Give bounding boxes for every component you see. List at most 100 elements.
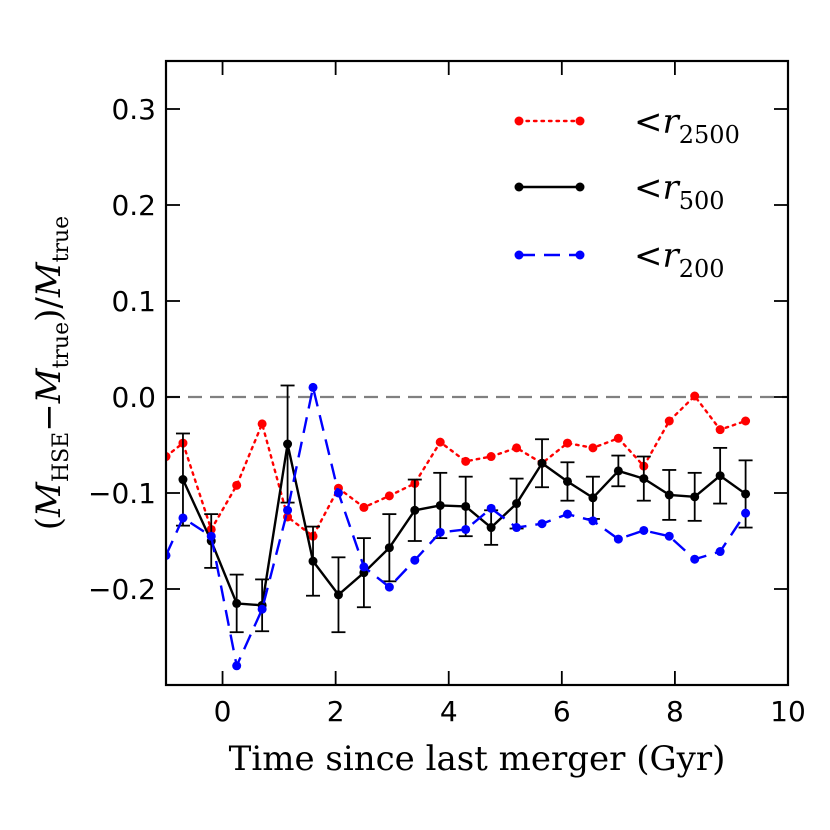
series-layer — [166, 382, 753, 671]
data-point-r200 — [690, 554, 700, 564]
data-point-r2500 — [741, 416, 751, 426]
data-point-r200 — [384, 582, 394, 592]
legend-entry-r2500: <r2500 — [514, 102, 740, 149]
y-label-m1-sub: HSE — [49, 432, 74, 482]
data-point-r500 — [410, 505, 420, 515]
data-point-r500 — [715, 471, 725, 481]
legend-prefix: < — [634, 168, 663, 208]
data-point-r2500 — [664, 416, 674, 426]
data-point-r200 — [308, 382, 318, 392]
y-tick-label: 0.0 — [111, 381, 156, 414]
data-point-r200 — [257, 604, 267, 614]
data-point-r200 — [206, 531, 216, 541]
data-point-r500 — [639, 474, 649, 484]
legend-symbol: r — [663, 102, 681, 142]
x-tick-label: 8 — [666, 695, 684, 728]
data-point-r200 — [486, 503, 496, 513]
series-line-r200 — [166, 386, 747, 667]
data-point-r2500 — [232, 480, 242, 490]
y-label-m2-sub: true — [49, 322, 74, 369]
legend-entry-r500: <r500 — [514, 168, 725, 215]
data-point-r2500 — [166, 452, 171, 462]
data-point-r200 — [178, 513, 188, 523]
data-point-r500 — [690, 492, 700, 502]
y-label-minus: − — [29, 403, 69, 432]
data-point-r200 — [512, 523, 522, 533]
data-point-r200 — [537, 519, 547, 529]
data-point-r200 — [333, 488, 343, 498]
legend-subscript: 500 — [679, 187, 725, 215]
legend-marker-r200 — [514, 250, 524, 260]
data-point-r200 — [232, 661, 242, 671]
x-tick-label: 6 — [553, 695, 571, 728]
data-point-r500 — [613, 466, 623, 476]
x-tick-label: 4 — [440, 695, 458, 728]
data-point-r2500 — [384, 491, 394, 501]
data-point-r200 — [359, 562, 369, 572]
x-tick-label: 0 — [214, 695, 232, 728]
data-point-r200 — [435, 527, 445, 537]
data-point-r200 — [562, 509, 572, 519]
tick-layer: 0 2 4 6 8 10 0.3 0.2 0.1 0.0 −0.1 −0.2 — [88, 61, 806, 728]
data-point-r500 — [283, 439, 293, 449]
legend-label-r500: <r500 — [634, 168, 725, 215]
y-tick-label: −0.2 — [88, 573, 156, 606]
data-point-r200 — [664, 531, 674, 541]
y-tick-label: 0.3 — [111, 93, 156, 126]
legend-label-r2500: <r2500 — [634, 102, 740, 149]
data-point-r500 — [178, 475, 188, 485]
y-label-m1: M — [29, 481, 69, 518]
y-tick-label: −0.1 — [88, 477, 156, 510]
y-label-m3-sub: true — [49, 216, 74, 263]
x-tick-label: 10 — [770, 695, 806, 728]
legend-symbol: r — [663, 168, 681, 208]
data-point-r2500 — [257, 419, 267, 429]
plot-frame — [164, 59, 790, 687]
series-r2500 — [166, 391, 751, 541]
data-point-r2500 — [613, 433, 623, 443]
data-point-r2500 — [715, 425, 725, 435]
y-tick-label: 0.1 — [111, 285, 156, 318]
data-point-r500 — [486, 523, 496, 533]
data-point-r500 — [741, 489, 751, 499]
data-point-r500 — [664, 490, 674, 500]
y-label-m3: M — [29, 261, 69, 298]
legend-subscript: 2500 — [679, 121, 740, 149]
data-point-r2500 — [435, 437, 445, 447]
legend-marker-r500 — [575, 182, 585, 192]
data-point-r200 — [461, 524, 471, 534]
data-point-r2500 — [461, 456, 471, 466]
data-point-r2500 — [588, 443, 598, 453]
legend-prefix: < — [634, 236, 663, 276]
data-point-r200 — [588, 516, 598, 526]
data-point-r200 — [283, 505, 293, 515]
legend-symbol: r — [663, 236, 681, 276]
data-point-r2500 — [512, 443, 522, 453]
data-point-r500 — [588, 493, 598, 503]
y-axis-label: (MHSE−Mtrue)/Mtrue — [29, 216, 74, 530]
data-point-r200 — [166, 550, 171, 560]
data-point-r500 — [333, 590, 343, 600]
series-r500 — [175, 384, 753, 634]
data-point-r500 — [461, 501, 471, 511]
data-point-r200 — [741, 508, 751, 518]
legend-marker-r200 — [575, 250, 585, 260]
data-point-r500 — [384, 543, 394, 553]
data-point-r2500 — [359, 502, 369, 512]
data-point-r500 — [562, 476, 572, 486]
data-point-r500 — [435, 500, 445, 510]
y-label-close: )/ — [29, 297, 69, 322]
legend-prefix: < — [634, 102, 663, 142]
data-point-r500 — [308, 556, 318, 566]
legend-entry-r200: <r200 — [514, 236, 725, 283]
x-tick-label: 2 — [327, 695, 345, 728]
data-point-r200 — [613, 534, 623, 544]
y-label-m2: M — [29, 367, 69, 404]
data-point-r200 — [410, 555, 420, 565]
legend-subscript: 200 — [679, 255, 725, 283]
x-axis-label: Time since last merger (Gyr) — [229, 739, 726, 779]
data-point-r2500 — [562, 438, 572, 448]
data-point-r500 — [537, 458, 547, 468]
series-line-r2500 — [166, 394, 747, 538]
